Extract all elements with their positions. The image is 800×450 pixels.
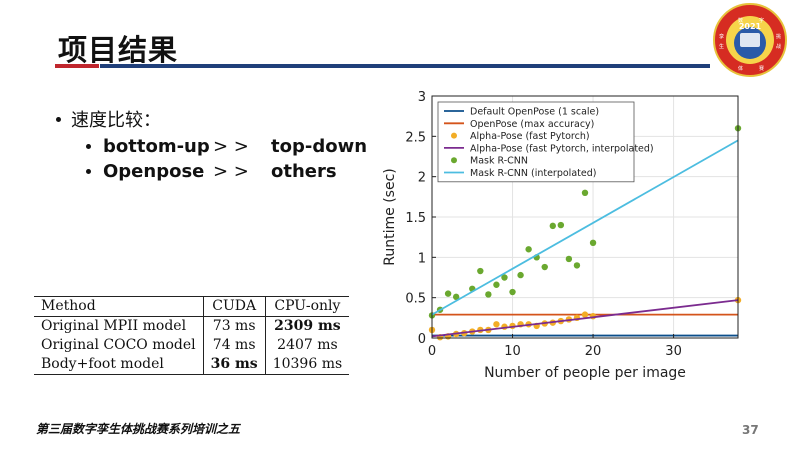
data-point-mask-r-cnn [549, 222, 556, 230]
data-point-mask-r-cnn [541, 263, 548, 271]
legend-entry: Alpha-Pose (fast Pytorch, interpolated) [470, 143, 654, 154]
y-tick-label: 1 [418, 251, 426, 266]
bullet-main: 速度比较： [56, 106, 367, 132]
chart-ticks: 0 10 20 30 0 0.5 1 1.5 2 2.5 3 [405, 90, 682, 359]
table-row: Original COCO model 74 ms 2407 ms [34, 336, 350, 355]
x-axis-label: Number of people per image [484, 365, 686, 381]
header-cuda: CUDA [202, 296, 266, 317]
bullet-main-text: 速度比较： [71, 110, 161, 131]
legend-swatch [451, 157, 457, 164]
cell-method: Original COCO model [41, 337, 196, 353]
data-point-mask-r-cnn [573, 262, 581, 269]
svg-text:战: 战 [776, 43, 781, 50]
cell-cpu: 2407 ms [264, 336, 350, 355]
data-point-mask-r-cnn [444, 290, 452, 297]
series-line-alpha-pose-fast-pytorch-interpolated [431, 299, 739, 338]
y-tick-label: 2.5 [405, 130, 426, 145]
data-point-mask-r-cnn [565, 255, 573, 263]
legend-entry: Alpha-Pose (fast Pytorch) [470, 131, 590, 142]
cell-method: Body+foot model [41, 356, 164, 372]
data-point-mask-r-cnn [589, 239, 597, 247]
y-tick-label: 3 [418, 90, 426, 105]
runtime-chart: 0 10 20 30 0 0.5 1 1.5 2 2.5 3 Number of people pe… [382, 90, 742, 381]
legend-entry: Mask R-CNN (interpolated) [470, 168, 596, 179]
header-method: Method [41, 298, 96, 314]
legend-entry: Default OpenPose (1 scale) [470, 107, 599, 118]
x-tick-label: 30 [665, 344, 682, 359]
title-underline-red [55, 64, 99, 68]
bullet-sub-right: others [271, 161, 337, 182]
legend-entry: Mask R-CNN [470, 156, 528, 167]
svg-text:体: 体 [738, 65, 743, 72]
cell-method: Original MPII model [41, 318, 187, 334]
data-point-mask-r-cnn [557, 221, 565, 229]
bullet-sub-op: > > [213, 136, 249, 157]
bullet-sub-right: top-down [271, 136, 368, 157]
bullet-sub-2: Openpose > > others [86, 161, 367, 182]
data-point-mask-r-cnn [501, 274, 508, 281]
data-point-mask-r-cnn [477, 267, 484, 275]
bullet-sub-left: bottom-up [103, 136, 210, 157]
slide-title: 项目结果 [58, 33, 179, 67]
legend-entry: OpenPose (max accuracy) [470, 119, 594, 130]
title-underline-blue [100, 64, 710, 68]
svg-text:赛: 赛 [759, 65, 764, 72]
bullet-sub-1: bottom-up > > top-down [86, 136, 367, 157]
chart-legend: Default OpenPose (1 scale)OpenPose (max … [437, 101, 654, 183]
data-point-mask-r-cnn [485, 291, 492, 298]
table-row: Body+foot model 36 ms 10396 ms [34, 355, 350, 375]
data-point-alpha-pose-fast-pytorch [493, 321, 500, 328]
y-tick-label: 1.5 [405, 211, 426, 226]
runtime-table: Method CUDA CPU-only Original MPII model… [34, 296, 350, 375]
y-tick-label: 0.5 [405, 292, 426, 307]
bullet-sub-op: > > [213, 161, 249, 182]
data-point-alpha-pose-fast-pytorch [581, 311, 589, 318]
cell-cuda: 73 ms [202, 316, 266, 336]
svg-text:挑: 挑 [776, 33, 781, 40]
data-point-mask-r-cnn [509, 288, 516, 296]
table-row: Original MPII model 73 ms 2309 ms [34, 316, 350, 336]
bullet-dot [86, 144, 91, 149]
y-tick-label: 2 [418, 171, 426, 186]
svg-text:数: 数 [738, 17, 743, 24]
x-tick-label: 10 [504, 344, 521, 359]
competition-logo: 2021 数 字 孪 生 挑 战 体 赛 [713, 3, 787, 77]
data-point-mask-r-cnn [493, 281, 500, 288]
logo-year: 2021 [739, 22, 762, 31]
bullet-dot [86, 169, 91, 174]
bullet-dot [56, 116, 61, 122]
bullet-sub-left: Openpose [103, 161, 205, 182]
header-cpu: CPU-only [264, 296, 350, 317]
bullet-list: 速度比较： bottom-up > > top-down Openpose > … [56, 106, 367, 182]
cell-cuda: 36 ms [202, 355, 266, 375]
legend-box [437, 101, 635, 183]
svg-text:生: 生 [719, 43, 724, 50]
x-tick-label: 20 [585, 344, 602, 359]
footer-text: 第三届数字孪生体挑战赛系列培训之五 [36, 422, 241, 436]
cell-cpu: 10396 ms [264, 355, 350, 375]
data-point-mask-r-cnn [452, 293, 460, 301]
table-header-row: Method CUDA CPU-only [34, 296, 350, 317]
page-number: 37 [742, 423, 759, 437]
svg-text:字: 字 [759, 17, 764, 24]
legend-swatch [451, 132, 457, 139]
data-point-mask-r-cnn [581, 189, 589, 196]
series-line-mask-r-cnn-interpolated [431, 139, 739, 316]
cell-cuda: 74 ms [202, 336, 266, 355]
chart-marks [428, 125, 742, 341]
data-point-mask-r-cnn [517, 271, 524, 279]
cell-cpu: 2309 ms [264, 316, 350, 336]
y-axis-label: Runtime (sec) [382, 168, 398, 265]
data-point-mask-r-cnn [525, 246, 532, 253]
x-tick-label: 0 [428, 344, 436, 359]
y-tick-label: 0 [418, 332, 426, 347]
svg-text:孪: 孪 [719, 33, 724, 40]
